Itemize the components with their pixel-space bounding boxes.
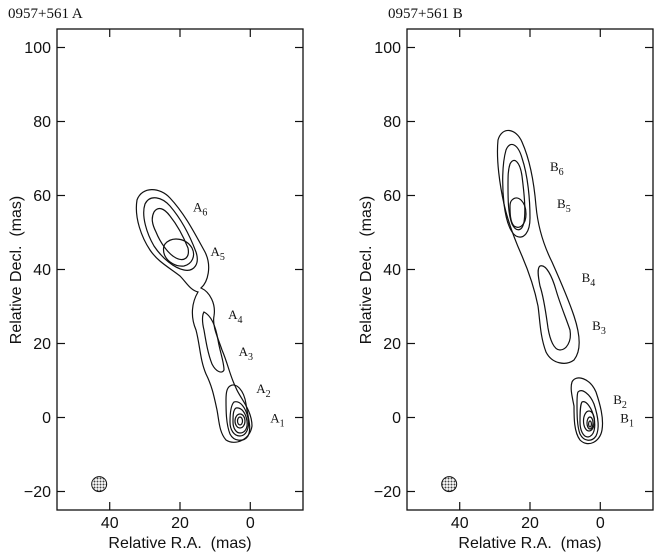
contour-b1-level1 bbox=[570, 377, 604, 445]
panel-b-xtick-label-0: 40 bbox=[451, 515, 469, 532]
contour-a6-level2 bbox=[143, 197, 198, 271]
component-subscript: 1 bbox=[629, 419, 634, 430]
contour-b1-level6 bbox=[587, 420, 592, 428]
panel-b-xtick-label-2: 0 bbox=[596, 515, 605, 532]
panel-b-ytick-label-4: 60 bbox=[383, 188, 401, 205]
component-label-a4: A4 bbox=[228, 307, 242, 326]
panel-b-ytick-label-2: 20 bbox=[383, 336, 401, 353]
component-subscript: 5 bbox=[220, 252, 225, 263]
panel-a-title: 0957+561 A bbox=[8, 6, 83, 22]
contour-b1-level4 bbox=[582, 410, 596, 432]
panel-b-ylabel: Relative Decl. (mas) bbox=[358, 196, 375, 344]
contour-b5-core bbox=[509, 197, 527, 228]
panel-a-ytick-label-0: −20 bbox=[24, 484, 51, 501]
contour-b1-level5 bbox=[586, 416, 594, 430]
panel-b-ytick-label-1: 0 bbox=[392, 410, 401, 427]
panel-a-ytick-label-2: 20 bbox=[33, 336, 51, 353]
component-subscript: 2 bbox=[622, 400, 627, 411]
component-letter: B bbox=[613, 392, 622, 407]
contour-a1-level3 bbox=[232, 407, 248, 434]
contour-a1-level2 bbox=[229, 401, 250, 437]
panel-b-axes: −20 0 20 40 60 80 100 40 20 0 bbox=[374, 29, 653, 532]
component-subscript: 4 bbox=[590, 278, 595, 289]
panel-b-title: 0957+561 B bbox=[388, 6, 463, 22]
panel-a-ytick-label-6: 100 bbox=[24, 40, 51, 57]
component-letter: A bbox=[193, 200, 203, 215]
component-subscript: 6 bbox=[559, 167, 564, 178]
panel-b-beam bbox=[441, 476, 458, 493]
panel-b-ytick-label-5: 80 bbox=[383, 114, 401, 131]
contour-b1-level2 bbox=[576, 390, 599, 441]
contour-b6-level2 bbox=[502, 143, 531, 238]
component-subscript: 5 bbox=[566, 204, 571, 215]
component-label-a2: A2 bbox=[256, 381, 270, 400]
panel-b-ytick-label-6: 100 bbox=[374, 40, 401, 57]
panel-a-xtick-label-2: 0 bbox=[246, 515, 255, 532]
component-letter: A bbox=[270, 411, 280, 426]
panel-a-axes: −20 0 20 40 60 80 100 40 20 0 bbox=[24, 29, 303, 532]
component-letter: B bbox=[592, 318, 601, 333]
component-label-b1: B1 bbox=[620, 411, 634, 430]
component-letter: B bbox=[620, 411, 629, 426]
contour-a1-level5 bbox=[236, 416, 244, 426]
component-letter: B bbox=[582, 270, 591, 285]
contour-b1-level3 bbox=[579, 401, 596, 438]
component-label-a3: A3 bbox=[239, 344, 253, 363]
panel-a-ylabel: Relative Decl. (mas) bbox=[8, 196, 25, 344]
component-letter: B bbox=[550, 159, 559, 174]
contour-b4-inner bbox=[537, 265, 571, 351]
panel-b-xlabel: Relative R.A. (mas) bbox=[458, 535, 601, 552]
component-label-b4: B4 bbox=[582, 270, 596, 289]
component-subscript: 3 bbox=[248, 352, 253, 363]
panel-a-contours bbox=[135, 189, 253, 443]
component-label-a1: A1 bbox=[270, 411, 284, 430]
component-subscript: 3 bbox=[601, 326, 606, 337]
component-subscript: 6 bbox=[202, 208, 207, 219]
component-label-a5: A5 bbox=[211, 244, 225, 263]
panel-a-frame bbox=[56, 28, 304, 511]
component-letter: A bbox=[256, 381, 266, 396]
panel-a-xlabel: Relative R.A. (mas) bbox=[108, 535, 251, 552]
panel-a-ytick-label-3: 40 bbox=[33, 262, 51, 279]
component-label-b6: B6 bbox=[550, 159, 564, 178]
component-subscript: 1 bbox=[280, 419, 285, 430]
panel-b-ytick-label-0: −20 bbox=[374, 484, 401, 501]
contour-b6-level3 bbox=[507, 159, 526, 231]
panel-b-ytick-label-3: 40 bbox=[383, 262, 401, 279]
contour-a1-level4 bbox=[234, 413, 246, 429]
component-letter: A bbox=[211, 244, 221, 259]
panel-a-xtick-label-1: 20 bbox=[171, 515, 189, 532]
panel-a-beam bbox=[91, 476, 108, 493]
contour-a5-core bbox=[162, 238, 195, 267]
component-label-b2: B2 bbox=[613, 392, 627, 411]
component-label-b3: B3 bbox=[592, 318, 606, 337]
contour-a6-level3 bbox=[151, 207, 189, 261]
component-subscript: 2 bbox=[266, 389, 271, 400]
component-label-a6: A6 bbox=[193, 200, 207, 219]
panel-b-xtick-label-1: 20 bbox=[521, 515, 539, 532]
component-letter: B bbox=[557, 196, 566, 211]
component-subscript: 4 bbox=[238, 315, 243, 326]
contour-a1-level1 bbox=[225, 384, 251, 441]
panel-a-ytick-label-1: 0 bbox=[42, 410, 51, 427]
component-letter: A bbox=[228, 307, 238, 322]
contour-b-jet-outer bbox=[496, 129, 580, 364]
panel-a-xtick-label-0: 40 bbox=[101, 515, 119, 532]
panel-a-ytick-label-5: 80 bbox=[33, 114, 51, 131]
contour-a4-inner bbox=[201, 311, 225, 373]
panel-b-frame bbox=[406, 28, 654, 511]
component-letter: A bbox=[239, 344, 249, 359]
panel-b-contours bbox=[496, 129, 604, 445]
component-label-b5: B5 bbox=[557, 196, 571, 215]
panel-a-ytick-label-4: 60 bbox=[33, 188, 51, 205]
